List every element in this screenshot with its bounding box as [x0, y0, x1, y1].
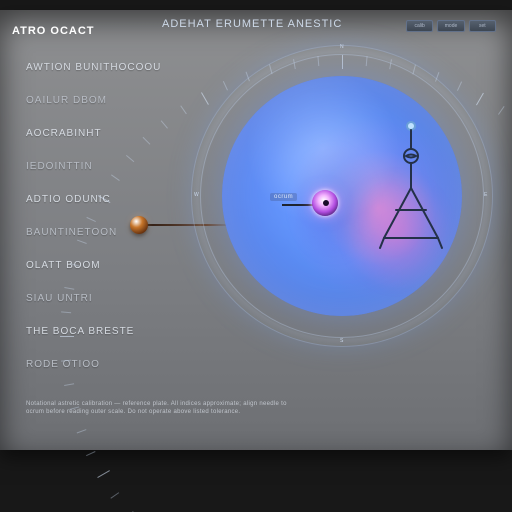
legend-item: ADTIO ODUNIC [26, 194, 176, 205]
legend-item: IEDOINTTIN [26, 161, 176, 172]
legend-item: OLATT BOOM [26, 260, 176, 271]
dial-tick [366, 56, 368, 66]
dial-tick [77, 429, 87, 433]
legend-item: SIAU UNTRI [26, 293, 176, 304]
core-label: ocrum [270, 193, 297, 201]
dial-tick [223, 81, 228, 90]
dial-tick [180, 105, 187, 114]
header: ATRO OCACT ADEHAT ERUMETTE ANESTIC calib… [12, 18, 500, 44]
dial-tick [293, 59, 296, 69]
core-eye [312, 190, 338, 216]
dial-tick [498, 106, 505, 115]
brand-logo: ATRO OCACT [12, 25, 95, 37]
footnote: Notational astretic calibration — refere… [26, 400, 292, 416]
capsule-set[interactable]: set [469, 20, 496, 32]
mode-capsule-group: calib mode set [406, 16, 496, 36]
legend-item: OAILUR DBOM [26, 95, 176, 106]
capsule-calib[interactable]: calib [406, 20, 433, 32]
ring-label-n: N [340, 44, 344, 50]
legend-sidebar: AWTION BUNITHOCOOU OAILUR DBOM AOCRABINH… [26, 62, 176, 392]
ring-label-e: E [484, 192, 488, 198]
legend-item: THE BOCA BRESTE [26, 326, 176, 337]
ring-label-w: W [194, 192, 199, 198]
dial-tick [97, 470, 110, 478]
legend-item: RODE OTIOO [26, 359, 176, 370]
page-title: ADEHAT ERUMETTE ANESTIC [162, 18, 342, 30]
dial: ocrum [192, 46, 492, 346]
dial-tick [476, 93, 484, 106]
legend-item: AWTION BUNITHOCOOU [26, 62, 176, 73]
dial-tick [110, 492, 119, 499]
dial-tick [457, 81, 462, 90]
pointer-knob[interactable] [130, 216, 148, 234]
ring-label-s: S [340, 338, 344, 344]
dial-tick [201, 92, 209, 105]
dial-tick [86, 451, 95, 456]
capsule-mode[interactable]: mode [437, 20, 464, 32]
panel: ATRO OCACT ADEHAT ERUMETTE ANESTIC calib… [0, 10, 512, 450]
dial-tick [342, 55, 343, 69]
dial-tick [317, 56, 319, 66]
legend-item: AOCRABINHT [26, 128, 176, 139]
legend-item: BAUNTINETOON [26, 227, 176, 238]
dial-tick [389, 59, 392, 69]
figure-glyph [366, 118, 456, 268]
dial-tick [60, 336, 74, 337]
